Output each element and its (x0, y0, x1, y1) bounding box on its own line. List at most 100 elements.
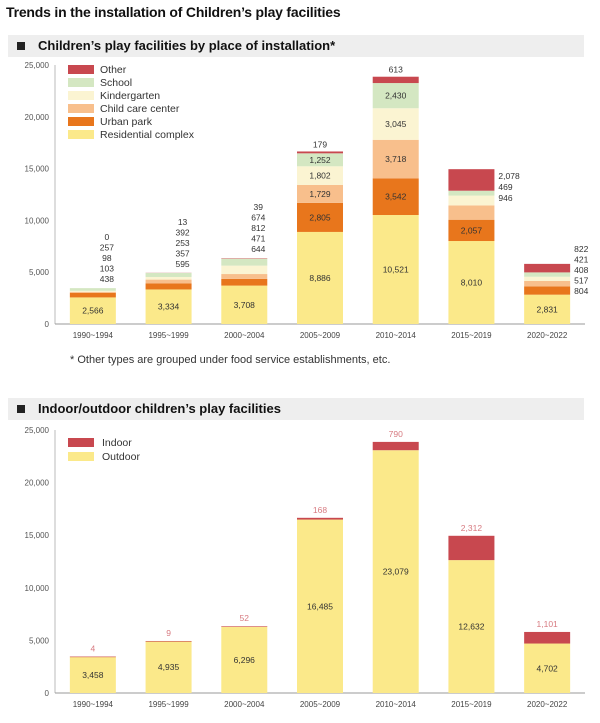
data-label-urban-park: 644 (251, 244, 265, 254)
data-label-indoor: 790 (389, 429, 403, 439)
bar-residential-complex (372, 215, 419, 324)
bar-child-care-center (372, 139, 419, 179)
bar-kindergarten (372, 108, 419, 140)
chart2-header: Indoor/outdoor children’s play facilitie… (8, 398, 584, 420)
x-tick-label: 2015~2019 (451, 700, 492, 709)
legend-swatch-urban-park (68, 117, 94, 126)
data-label-urban-park: 2,057 (461, 225, 483, 235)
data-label-urban-park: 804 (574, 286, 588, 296)
chart1-header: Children’s play facilities by place of i… (8, 35, 584, 57)
bar-kindergarten (145, 276, 192, 280)
y-tick-label: 5,000 (29, 636, 50, 645)
y-tick-label: 10,000 (25, 584, 50, 593)
bar-school (221, 258, 268, 266)
data-label-school: 421 (574, 254, 588, 264)
bar-residential-complex (221, 285, 268, 324)
data-label-urban-park: 3,542 (385, 192, 407, 202)
bar-urban-park (524, 286, 571, 295)
bar-indoor (524, 631, 571, 644)
data-label-outdoor: 6,296 (234, 655, 256, 665)
data-label-child-care-center: 103 (100, 264, 114, 274)
bar-outdoor (297, 519, 343, 693)
data-label-residential-complex: 2,566 (82, 306, 104, 316)
bar-urban-park (145, 283, 192, 290)
data-label-indoor: 4 (90, 644, 95, 654)
bar-kindergarten (448, 195, 495, 206)
chart-indoor-outdoor: 0 5,000 10,000 15,000 20,000 25,000 1990~1994 1… (25, 426, 585, 709)
data-label-indoor: 9 (166, 628, 171, 638)
data-label-child-care-center: 1,729 (309, 189, 331, 199)
bar-urban-park (372, 178, 419, 216)
legend-label-kindergarten: Kindergarten (100, 90, 160, 102)
bar-kindergarten (297, 166, 343, 185)
data-label-residential-complex: 3,334 (158, 302, 180, 312)
bar-outdoor (69, 656, 116, 693)
bar-outdoor (448, 560, 495, 693)
bar-other (297, 151, 343, 154)
data-label-urban-park: 2,805 (309, 212, 331, 222)
data-label-kindergarten: 98 (102, 253, 112, 263)
footnote: * Other types are grouped under food ser… (70, 354, 391, 366)
data-label-residential-complex: 8,010 (461, 278, 483, 288)
bar-school (297, 153, 343, 167)
bar-indoor (69, 656, 116, 658)
bar-child-care-center (69, 291, 116, 293)
data-label-urban-park: 438 (100, 274, 114, 284)
bar-indoor (297, 517, 343, 520)
bar-child-care-center (297, 184, 343, 203)
bar-indoor (372, 441, 419, 451)
bar-kindergarten (524, 276, 571, 281)
data-label-child-care-center: 357 (175, 248, 189, 258)
x-tick-label: 2005~2009 (300, 700, 341, 709)
x-tick-label: 2000~2004 (224, 700, 265, 709)
x-tick-label: 2020~2022 (527, 700, 568, 709)
legend-label-outdoor: Outdoor (102, 451, 140, 463)
bar-urban-park (297, 202, 343, 232)
data-label-school: 469 (498, 182, 512, 192)
data-label-child-care-center: 471 (251, 234, 265, 244)
x-tick-label: 1990~1994 (73, 700, 114, 709)
legend-label-urban-park: Urban park (100, 116, 153, 128)
data-label-outdoor: 16,485 (307, 601, 333, 611)
y-tick-label: 20,000 (25, 479, 50, 488)
data-label-indoor: 1,101 (537, 619, 559, 629)
y-tick-label: 10,000 (25, 216, 50, 225)
data-label-indoor: 52 (240, 613, 250, 623)
data-label-other: 822 (574, 244, 588, 254)
x-tick-label: 1990~1994 (73, 331, 114, 340)
page-title: Trends in the installation of Children’s… (6, 4, 341, 20)
data-label-school: 257 (100, 243, 114, 253)
bar-school (372, 83, 419, 109)
x-tick-label: 2010~2014 (376, 331, 417, 340)
data-label-school: 392 (175, 227, 189, 237)
data-label-residential-complex: 8,886 (309, 273, 331, 283)
data-label-indoor: 168 (313, 505, 327, 515)
legend-label-residential-complex: Residential complex (100, 129, 195, 141)
chart2-title: Indoor/outdoor children’s play facilitie… (38, 401, 281, 416)
data-label-outdoor: 4,702 (537, 663, 559, 673)
bar-school (145, 272, 192, 277)
data-label-kindergarten: 3,045 (385, 119, 407, 129)
y-tick-label: 20,000 (25, 113, 50, 122)
data-label-school: 674 (251, 213, 265, 223)
x-tick-label: 2015~2019 (451, 331, 492, 340)
bar-school (448, 190, 495, 196)
bar-indoor (145, 640, 192, 642)
data-label-other: 179 (313, 139, 327, 149)
data-label-other: 13 (178, 217, 188, 227)
data-label-other: 0 (104, 232, 109, 242)
x-tick-label: 2000~2004 (224, 331, 265, 340)
data-label-outdoor: 3,458 (82, 670, 104, 680)
y-tick-label: 25,000 (25, 61, 50, 70)
legend-swatch-residential-complex (68, 130, 94, 139)
y-tick-label: 15,000 (25, 531, 50, 540)
chart1-title: Children’s play facilities by place of i… (38, 38, 336, 53)
section-bullet-icon (17, 42, 25, 50)
data-label-school: 2,430 (385, 91, 407, 101)
data-label-urban-park: 595 (175, 259, 189, 269)
bar-outdoor (524, 643, 571, 693)
data-label-outdoor: 4,935 (158, 662, 180, 672)
y-tick-label: 0 (45, 320, 50, 329)
y-tick-label: 5,000 (29, 268, 50, 277)
